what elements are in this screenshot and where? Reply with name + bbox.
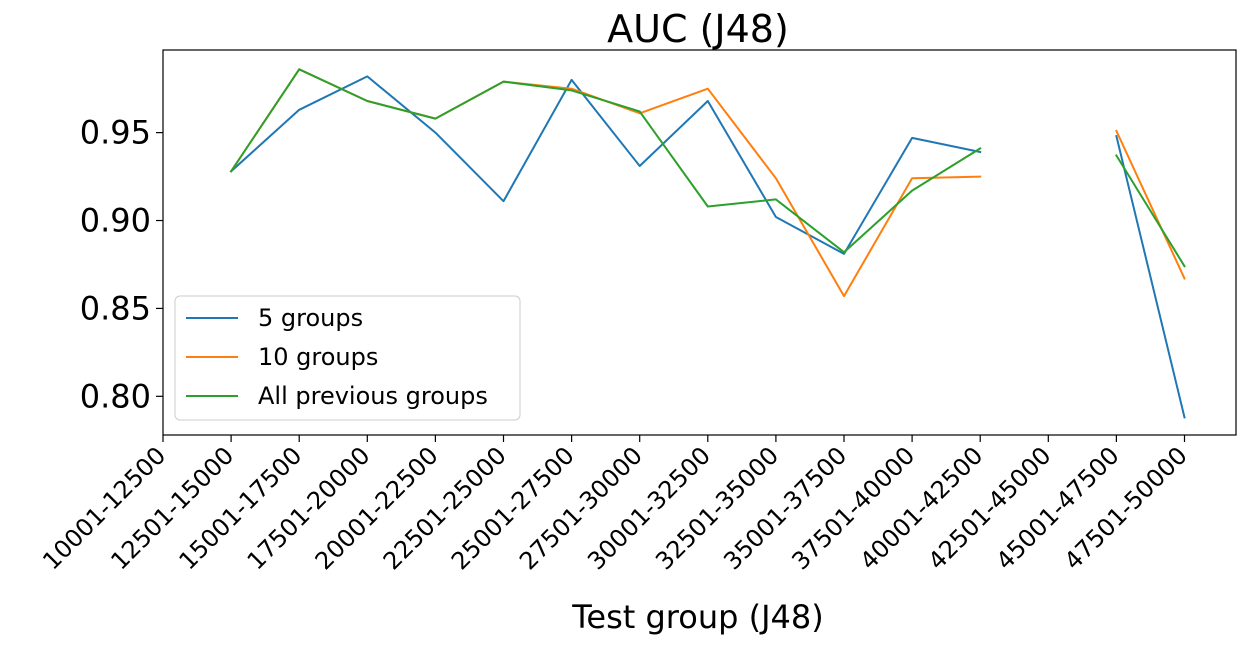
- x-axis-label: Test group (J48): [571, 598, 823, 636]
- series-line-all-previous-groups: [229, 68, 1186, 268]
- x-tick-label: 30001-32500: [582, 441, 716, 575]
- x-tick-label: 47501-50000: [1059, 441, 1193, 575]
- y-tick-label: 0.85: [80, 289, 151, 327]
- x-tick-label: 25001-27500: [446, 441, 580, 575]
- y-tick-label: 0.95: [80, 114, 151, 152]
- x-tick-label: 35001-37500: [718, 441, 852, 575]
- x-tick-label: 10001-12500: [37, 441, 171, 575]
- y-tick-label: 0.90: [80, 202, 151, 240]
- x-tick-label: 22501-25000: [378, 441, 512, 575]
- x-tick-label: 45001-47500: [991, 441, 1125, 575]
- x-tick-label: 17501-20000: [242, 441, 376, 575]
- axes-frame: [162, 49, 1237, 436]
- legend-label: 5 groups: [258, 304, 363, 332]
- x-tick-label: 37501-40000: [786, 441, 920, 575]
- series-line-5-groups: [229, 75, 1186, 419]
- x-tick-label: 32501-35000: [650, 441, 784, 575]
- plot-area: [229, 68, 1186, 419]
- legend-label: All previous groups: [258, 382, 488, 410]
- chart-title: AUC (J48): [607, 7, 789, 51]
- x-tick-label: 12501-15000: [105, 441, 239, 575]
- legend-frame: [174, 295, 521, 421]
- x-tick-label: 40001-42500: [855, 441, 989, 575]
- legend-label: 10 groups: [258, 343, 378, 371]
- x-tick-label: 15001-17500: [174, 441, 308, 575]
- x-tick-label: 27501-30000: [514, 441, 648, 575]
- y-axis: 0.80 0.85 0.90 0.95: [80, 114, 163, 415]
- x-tick-label: 42501-45000: [923, 441, 1057, 575]
- x-axis: 10001-1250012501-1500015001-1750017501-2…: [37, 435, 1193, 575]
- legend: 5 groups 10 groups All previous groups: [174, 295, 521, 421]
- y-tick-label: 0.80: [80, 377, 151, 415]
- x-tick-label: 20001-22500: [310, 441, 444, 575]
